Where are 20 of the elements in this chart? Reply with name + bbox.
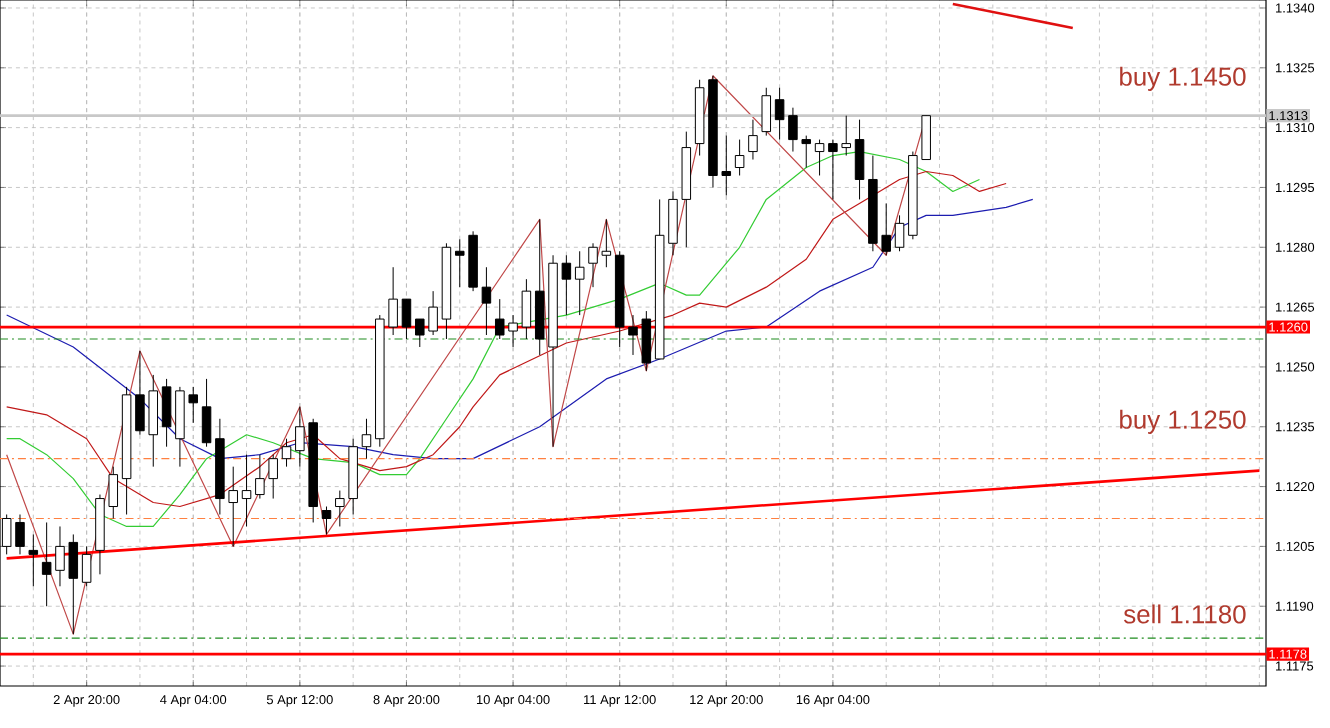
candlestick bbox=[241, 454, 252, 527]
candlestick bbox=[814, 139, 825, 176]
candlestick bbox=[574, 250, 585, 316]
candlestick bbox=[361, 418, 372, 460]
candlestick bbox=[321, 506, 332, 535]
line-series bbox=[6, 198, 1034, 460]
candlestick bbox=[161, 378, 172, 448]
candlestick bbox=[761, 87, 772, 137]
candlestick bbox=[201, 378, 212, 448]
annotation: buy 1.1250 bbox=[1120, 409, 1246, 434]
candlestick bbox=[81, 545, 92, 587]
candlestick bbox=[28, 533, 39, 587]
candlestick bbox=[748, 119, 758, 161]
candlestick bbox=[854, 119, 865, 200]
annotation: buy 1.1450 bbox=[1120, 66, 1246, 91]
candlestick bbox=[894, 214, 905, 252]
candlestick bbox=[734, 139, 745, 176]
candlestick bbox=[401, 298, 412, 340]
candlestick bbox=[281, 438, 292, 468]
annotation: sell 1.1180 bbox=[1123, 604, 1246, 624]
